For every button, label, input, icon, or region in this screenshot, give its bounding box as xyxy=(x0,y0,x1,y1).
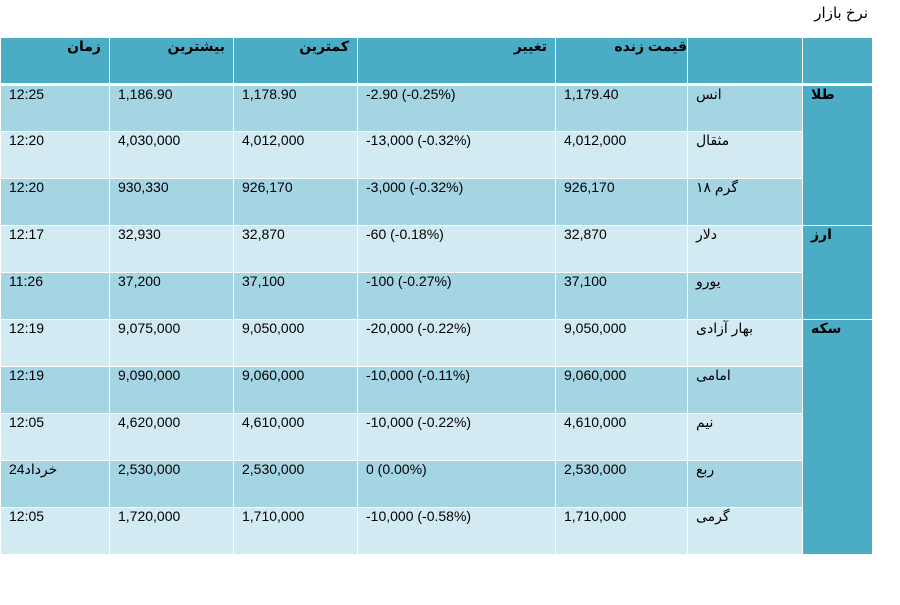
low-value: 9,060,000 xyxy=(233,366,358,414)
change-value: -10,000 (-0.22%) xyxy=(357,413,556,461)
table-row: نیم 4,610,000 -10,000 (-0.22%) 4,610,000… xyxy=(0,413,873,461)
live-price: 9,050,000 xyxy=(555,319,688,367)
page-title: نرخ بازار xyxy=(814,5,868,22)
time-value: 12:19 xyxy=(0,366,110,414)
high-value: 32,930 xyxy=(109,225,234,273)
item-name: یورو xyxy=(687,272,803,320)
time-value: 12:19 xyxy=(0,319,110,367)
live-price: 32,870 xyxy=(555,225,688,273)
high-value: 1,720,000 xyxy=(109,507,234,555)
high-value: 4,030,000 xyxy=(109,131,234,179)
time-value: 12:20 xyxy=(0,178,110,226)
time-value: 12:17 xyxy=(0,225,110,273)
change-value: -60 (-0.18%) xyxy=(357,225,556,273)
low-value: 37,100 xyxy=(233,272,358,320)
high-value: 9,075,000 xyxy=(109,319,234,367)
live-price: 1,179.40 xyxy=(555,83,688,132)
table-row: ارز دلار 32,870 -60 (-0.18%) 32,870 32,9… xyxy=(0,225,873,320)
live-price: 37,100 xyxy=(555,272,688,320)
table-header-row: قیمت زنده تغییر کمترین بیشترین زمان xyxy=(0,37,873,85)
table-row: ربع 2,530,000 0 (0.00%) 2,530,000 2,530,… xyxy=(0,460,873,508)
live-price: 2,530,000 xyxy=(555,460,688,508)
table-row: امامی 9,060,000 -10,000 (-0.11%) 9,060,0… xyxy=(0,366,873,414)
header-high: بیشترین xyxy=(109,37,234,85)
market-rates-table: قیمت زنده تغییر کمترین بیشترین زمان طلا … xyxy=(0,37,873,555)
change-value: -2.90 (-0.25%) xyxy=(357,83,556,132)
time-value: 11:26 xyxy=(0,272,110,320)
item-name: ربع xyxy=(687,460,803,508)
change-value: -13,000 (-0.32%) xyxy=(357,131,556,179)
high-value: 2,530,000 xyxy=(109,460,234,508)
item-name: انس xyxy=(687,83,803,132)
high-value: 930,330 xyxy=(109,178,234,226)
high-value: 37,200 xyxy=(109,272,234,320)
item-name: نیم xyxy=(687,413,803,461)
live-price: 9,060,000 xyxy=(555,366,688,414)
table-row: سکه بهار آزادی 9,050,000 -20,000 (-0.22%… xyxy=(0,319,873,555)
table-row: یورو 37,100 -100 (-0.27%) 37,100 37,200 … xyxy=(0,272,873,320)
change-value: -10,000 (-0.58%) xyxy=(357,507,556,555)
time-value: 24خرداد xyxy=(0,460,110,508)
time-value: 12:05 xyxy=(0,507,110,555)
header-change: تغییر xyxy=(357,37,556,85)
item-name: امامی xyxy=(687,366,803,414)
category-currency: ارز xyxy=(802,225,873,320)
table-row: گرم ۱۸ 926,170 -3,000 (-0.32%) 926,170 9… xyxy=(0,178,873,226)
change-value: -10,000 (-0.11%) xyxy=(357,366,556,414)
item-name: بهار آزادی xyxy=(687,319,803,367)
low-value: 2,530,000 xyxy=(233,460,358,508)
item-name: گرمی xyxy=(687,507,803,555)
live-price: 1,710,000 xyxy=(555,507,688,555)
header-live-price: قیمت زنده xyxy=(555,37,688,85)
live-price: 926,170 xyxy=(555,178,688,226)
header-category xyxy=(802,37,873,85)
change-value: 0 (0.00%) xyxy=(357,460,556,508)
low-value: 32,870 xyxy=(233,225,358,273)
item-name: گرم ۱۸ xyxy=(687,178,803,226)
time-value: 12:25 xyxy=(0,83,110,132)
table-row: طلا انس 1,179.40 -2.90 (-0.25%) 1,178.90… xyxy=(0,83,873,226)
time-value: 12:05 xyxy=(0,413,110,461)
low-value: 4,610,000 xyxy=(233,413,358,461)
category-gold: طلا xyxy=(802,83,873,226)
high-value: 1,186.90 xyxy=(109,83,234,132)
header-name xyxy=(687,37,803,85)
high-value: 4,620,000 xyxy=(109,413,234,461)
live-price: 4,012,000 xyxy=(555,131,688,179)
high-value: 9,090,000 xyxy=(109,366,234,414)
change-value: -3,000 (-0.32%) xyxy=(357,178,556,226)
change-value: -100 (-0.27%) xyxy=(357,272,556,320)
table-row: گرمی 1,710,000 -10,000 (-0.58%) 1,710,00… xyxy=(0,507,873,555)
low-value: 1,710,000 xyxy=(233,507,358,555)
low-value: 1,178.90 xyxy=(233,83,358,132)
table-row: مثقال 4,012,000 -13,000 (-0.32%) 4,012,0… xyxy=(0,131,873,179)
category-coin: سکه xyxy=(802,319,873,555)
change-value: -20,000 (-0.22%) xyxy=(357,319,556,367)
header-time: زمان xyxy=(0,37,110,85)
item-name: مثقال xyxy=(687,131,803,179)
time-value: 12:20 xyxy=(0,131,110,179)
live-price: 4,610,000 xyxy=(555,413,688,461)
low-value: 9,050,000 xyxy=(233,319,358,367)
header-low: کمترین xyxy=(233,37,358,85)
low-value: 926,170 xyxy=(233,178,358,226)
item-name: دلار xyxy=(687,225,803,273)
low-value: 4,012,000 xyxy=(233,131,358,179)
